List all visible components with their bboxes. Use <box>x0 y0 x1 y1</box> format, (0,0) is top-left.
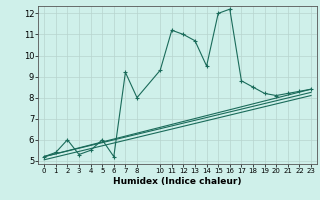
X-axis label: Humidex (Indice chaleur): Humidex (Indice chaleur) <box>113 177 242 186</box>
